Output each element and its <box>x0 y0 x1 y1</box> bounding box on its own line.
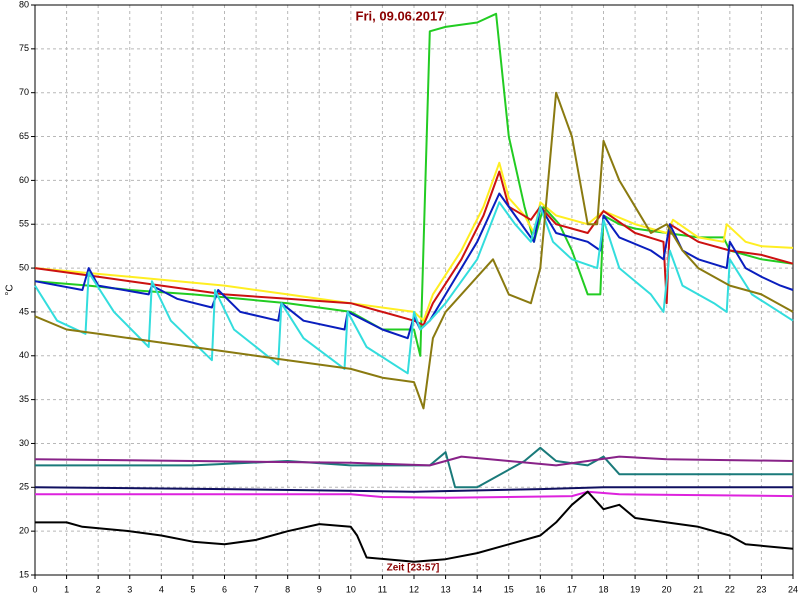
y-tick-label: 25 <box>19 482 29 492</box>
x-tick-label: 11 <box>378 584 387 594</box>
x-tick-label: 6 <box>222 584 227 594</box>
x-tick-label: 3 <box>127 584 132 594</box>
x-tick-label: 7 <box>254 584 259 594</box>
x-tick-label: 13 <box>441 584 451 594</box>
x-tick-label: 18 <box>598 584 608 594</box>
series-line <box>35 490 794 499</box>
x-tick-label: 9 <box>317 584 322 594</box>
x-tick-label: 16 <box>535 584 545 594</box>
x-tick-label: 14 <box>472 584 482 594</box>
x-tick-label: 23 <box>756 584 766 594</box>
x-tick-label: 5 <box>190 584 195 594</box>
series-line <box>34 455 794 467</box>
x-tick-label: 0 <box>32 584 37 594</box>
y-tick-label: 80 <box>19 0 29 9</box>
y-tick-label: 20 <box>19 526 29 536</box>
y-tick-label: 75 <box>19 43 29 53</box>
x-tick-label: 17 <box>567 584 577 594</box>
x-tick-label: 12 <box>409 584 419 594</box>
x-tick-label: 1 <box>64 584 69 594</box>
x-tick-label: 19 <box>630 584 640 594</box>
y-tick-label: 40 <box>19 350 29 360</box>
y-tick-label: 50 <box>19 262 29 272</box>
series-line <box>34 91 794 410</box>
x-tick-label: 4 <box>159 584 164 594</box>
chart-title: Fri, 09.06.2017 <box>356 8 445 23</box>
x-tick-label: 24 <box>788 584 798 594</box>
y-tick-label: 70 <box>19 87 29 97</box>
y-axis-label: °C <box>5 284 16 295</box>
y-tick-label: 60 <box>19 175 29 185</box>
x-tick-label: 20 <box>662 584 672 594</box>
y-tick-label: 55 <box>19 219 29 229</box>
x-tick-label: 8 <box>285 584 290 594</box>
series-line <box>34 201 794 375</box>
x-tick-label: 21 <box>693 584 703 594</box>
series-line <box>35 490 794 563</box>
y-tick-label: 45 <box>19 306 29 316</box>
x-tick-label: 2 <box>96 584 101 594</box>
y-tick-label: 35 <box>19 394 29 404</box>
y-tick-label: 15 <box>19 569 29 579</box>
x-tick-label: 22 <box>725 584 735 594</box>
x-tick-label: 15 <box>504 584 514 594</box>
series-line <box>34 486 793 493</box>
x-axis-label: Zeit [23:57] <box>387 563 440 574</box>
y-tick-label: 30 <box>19 438 29 448</box>
x-tick-label: 10 <box>346 584 356 594</box>
y-tick-label: 65 <box>19 131 29 141</box>
